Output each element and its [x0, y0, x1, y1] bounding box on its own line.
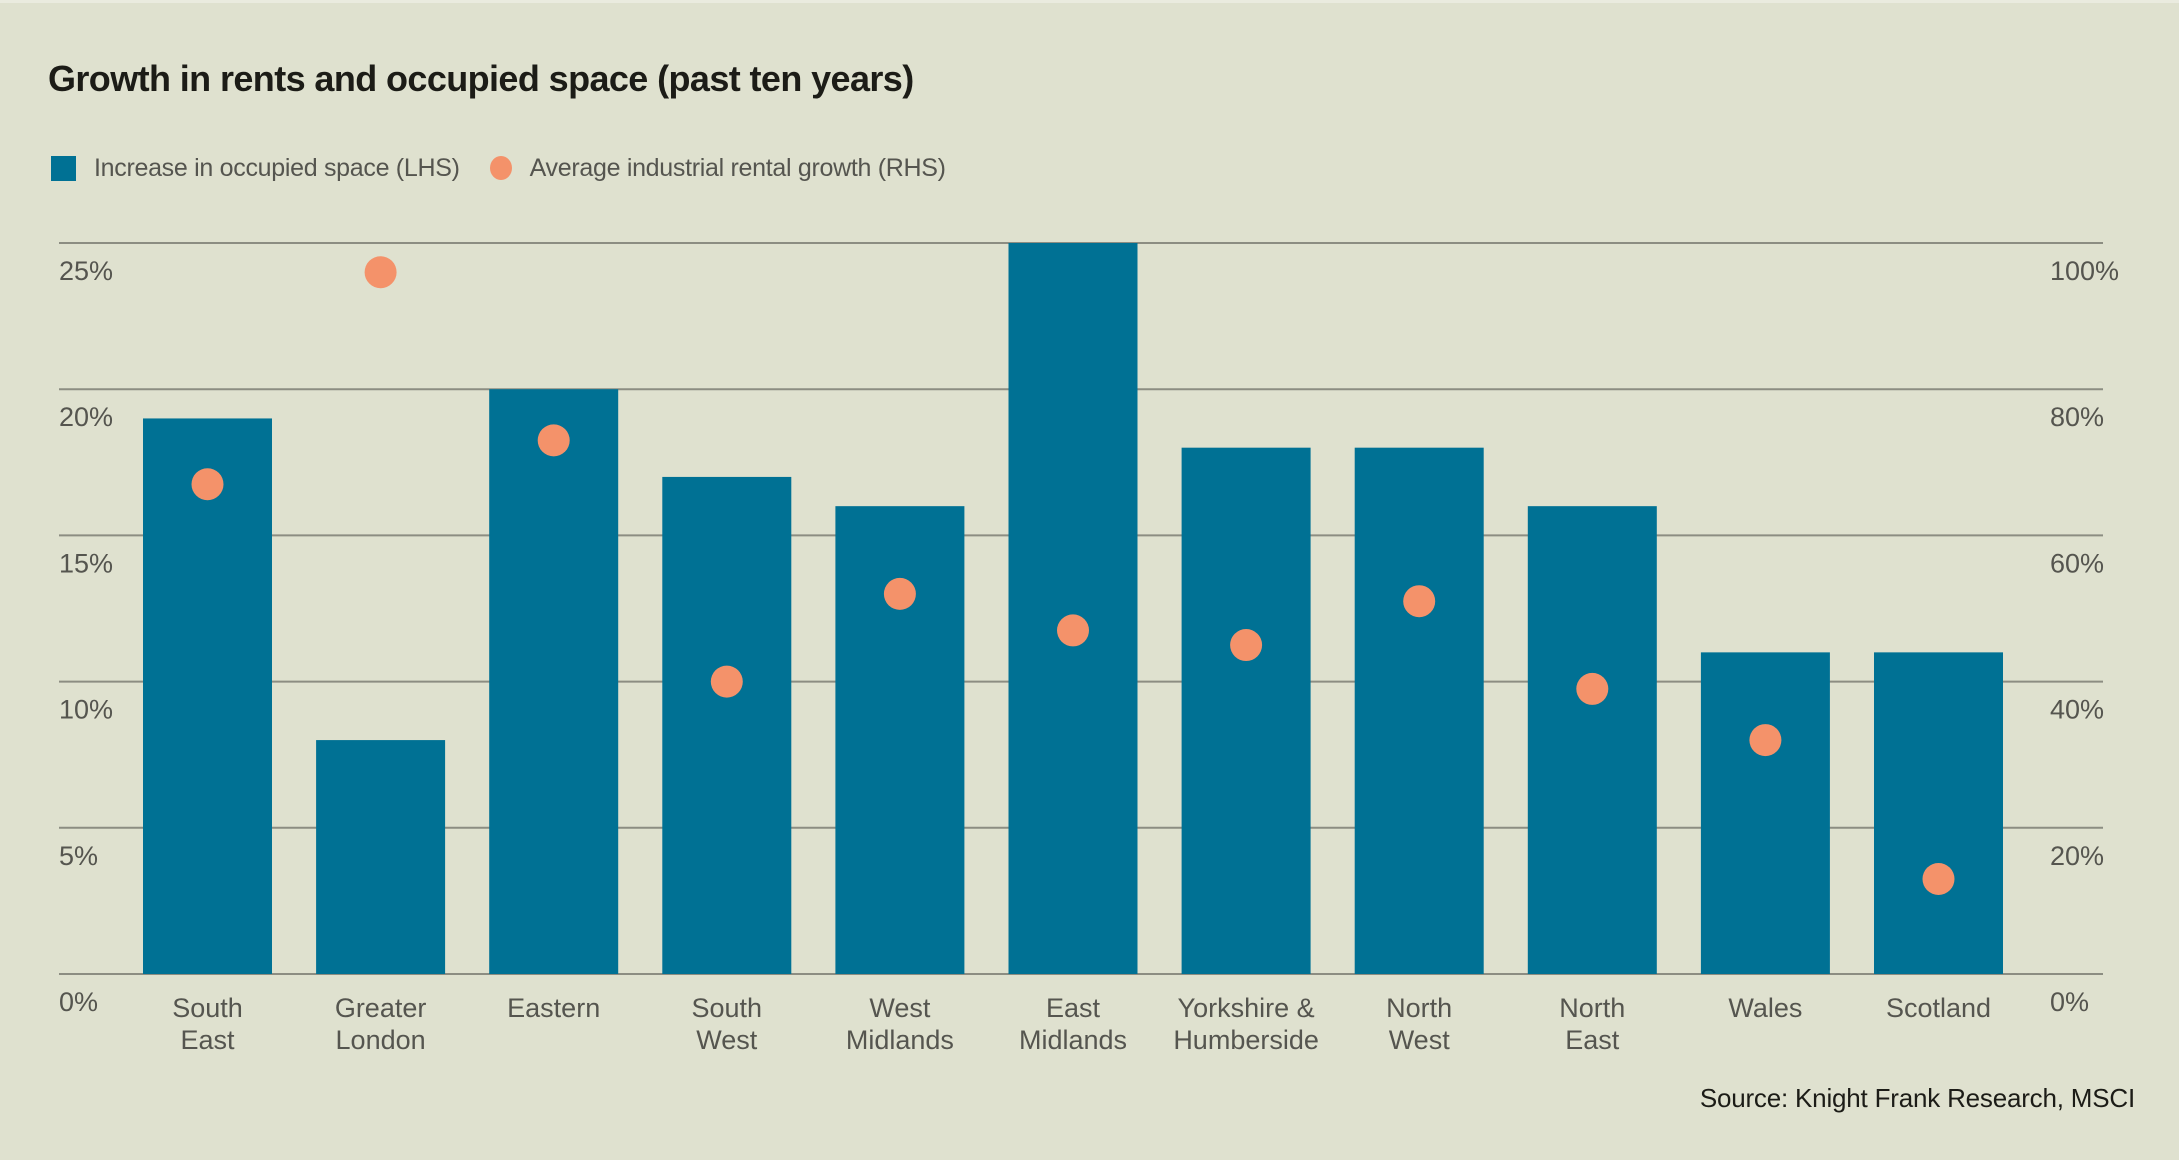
- bar: [143, 418, 272, 974]
- chart-title: Growth in rents and occupied space (past…: [48, 58, 914, 99]
- dot: [710, 665, 743, 698]
- category-label-line: East: [180, 1025, 235, 1055]
- dot: [1749, 724, 1782, 757]
- bar: [489, 389, 619, 974]
- category-label-line: East: [1565, 1025, 1620, 1055]
- category-label: Eastern: [507, 993, 600, 1023]
- category-label: East Midlands: [1019, 993, 1127, 1055]
- left-axis-ticks: 0% 5% 10% 15% 20% 25%: [59, 256, 113, 1017]
- category-label: Wales: [1728, 993, 1802, 1023]
- left-tick-label: 15%: [59, 548, 113, 578]
- dot: [537, 424, 570, 457]
- dot: [1922, 862, 1955, 895]
- bar: [1181, 447, 1311, 974]
- bars: [143, 243, 2003, 974]
- legend-square-icon: [51, 155, 76, 181]
- dot: [191, 468, 224, 501]
- bar: [1008, 243, 1138, 974]
- right-tick-label: 40%: [2050, 695, 2104, 725]
- legend-label-rental-growth: Average industrial rental growth (RHS): [529, 153, 946, 182]
- category-label: Greater London: [335, 993, 427, 1055]
- bar: [1527, 506, 1657, 974]
- left-tick-label: 5%: [59, 841, 98, 871]
- bar: [316, 740, 446, 974]
- category-label-line: Midlands: [846, 1025, 954, 1055]
- dot: [1057, 614, 1089, 647]
- legend-item-occupied-space: Increase in occupied space (LHS): [51, 154, 460, 183]
- bar: [1354, 447, 1484, 974]
- dot: [364, 256, 397, 289]
- category-label: West Midlands: [846, 993, 954, 1055]
- dot: [1403, 585, 1436, 618]
- dot: [883, 577, 916, 610]
- bar: [662, 476, 792, 974]
- right-tick-label: 0%: [2050, 987, 2089, 1017]
- category-label: North West: [1386, 993, 1452, 1055]
- bar: [835, 506, 965, 974]
- category-label: South West: [692, 993, 763, 1055]
- dot: [1576, 672, 1609, 705]
- legend: Increase in occupied space (LHS) Average…: [51, 150, 976, 186]
- left-tick-label: 20%: [59, 402, 113, 432]
- category-label-line: Greater: [335, 993, 427, 1023]
- category-label-line: West: [869, 993, 931, 1023]
- right-tick-label: 100%: [2050, 256, 2119, 286]
- category-label-line: North: [1386, 993, 1452, 1023]
- category-label-line: South: [692, 993, 763, 1023]
- bar: [1874, 652, 2003, 974]
- right-tick-label: 20%: [2050, 841, 2104, 871]
- left-tick-label: 0%: [59, 987, 98, 1017]
- category-label-line: Humberside: [1173, 1025, 1319, 1055]
- right-axis-ticks: 0% 20% 40% 60% 80% 100%: [2050, 256, 2119, 1017]
- category-label-line: Wales: [1728, 993, 1802, 1023]
- category-label: Scotland: [1886, 993, 1991, 1023]
- category-label-line: South: [172, 993, 243, 1023]
- source-note: Source: Knight Frank Research, MSCI: [1699, 1083, 2135, 1113]
- category-label: North East: [1559, 993, 1625, 1055]
- category-label-line: West: [1389, 1025, 1451, 1055]
- category-label-line: West: [696, 1025, 758, 1055]
- category-label-line: North: [1559, 993, 1625, 1023]
- dots: [191, 256, 1955, 895]
- legend-item-rental-growth: Average industrial rental growth (RHS): [489, 153, 946, 183]
- category-label-line: Midlands: [1019, 1025, 1127, 1055]
- category-label: Yorkshire & Humberside: [1173, 993, 1319, 1055]
- legend-circle-icon: [489, 156, 512, 180]
- top-border: [0, 0, 2179, 3]
- dot: [1230, 629, 1263, 662]
- category-label-line: East: [1046, 993, 1101, 1023]
- bar: [1700, 652, 1830, 974]
- left-tick-label: 10%: [59, 695, 113, 725]
- legend-label-occupied-space: Increase in occupied space (LHS): [94, 153, 460, 182]
- category-label: South East: [172, 993, 243, 1055]
- category-label-line: Scotland: [1886, 993, 1991, 1023]
- category-label-line: Eastern: [507, 993, 600, 1023]
- category-label-line: Yorkshire &: [1178, 993, 1315, 1023]
- category-label-line: London: [336, 1025, 426, 1055]
- right-tick-label: 60%: [2050, 548, 2104, 578]
- left-tick-label: 25%: [59, 256, 113, 286]
- right-tick-label: 80%: [2050, 402, 2104, 432]
